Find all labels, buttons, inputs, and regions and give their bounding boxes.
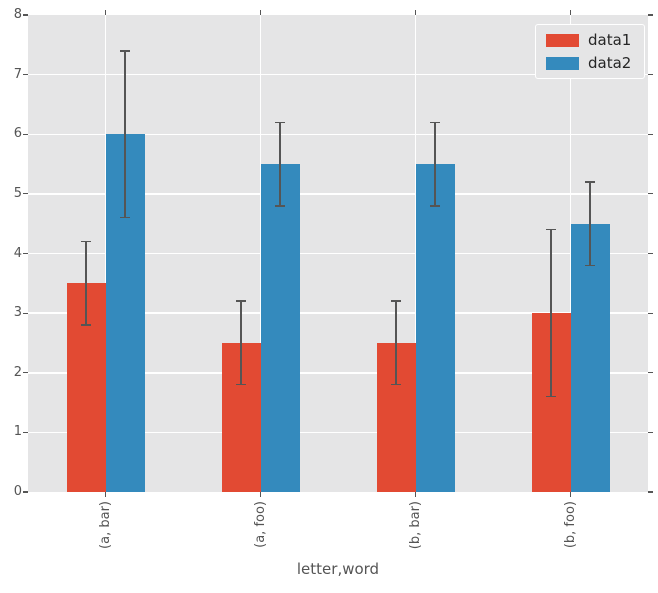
error-bar-data2 xyxy=(124,50,126,218)
x-tick-mark xyxy=(414,492,417,497)
bar-data2 xyxy=(260,164,300,492)
y-tick-mark-right xyxy=(648,74,653,76)
error-cap-bottom xyxy=(275,205,285,207)
y-tick-label: 3 xyxy=(13,305,22,321)
y-tick-mark xyxy=(23,252,28,255)
y-tick-label: 8 xyxy=(13,7,22,22)
legend-item-data1: data1 xyxy=(546,32,634,48)
error-cap-top xyxy=(120,50,130,52)
error-cap-bottom xyxy=(585,264,595,267)
y-tick-label: 0 xyxy=(13,484,22,499)
error-bar-data1 xyxy=(395,301,397,385)
y-tick-mark xyxy=(23,491,28,493)
error-cap-top xyxy=(236,300,246,302)
error-cap-bottom xyxy=(236,383,246,386)
error-bar-data1 xyxy=(240,301,242,385)
error-cap-bottom xyxy=(546,395,556,398)
y-tick-mark-right xyxy=(648,252,653,255)
y-tick-label: 5 xyxy=(13,185,22,201)
legend-label-data2: data2 xyxy=(588,54,632,72)
error-bar-data1 xyxy=(550,229,552,397)
y-tick-label: 7 xyxy=(13,66,22,82)
plot-area xyxy=(28,15,648,492)
error-cap-bottom xyxy=(430,205,440,207)
y-tick-mark-right xyxy=(648,491,653,493)
gridline-h xyxy=(28,431,648,434)
gridline-h xyxy=(28,312,648,314)
error-cap-top xyxy=(391,300,401,302)
error-cap-top xyxy=(81,240,91,243)
gridline-h xyxy=(28,252,648,255)
x-tick-mark xyxy=(569,492,572,497)
bar-data2 xyxy=(415,164,455,492)
error-cap-bottom xyxy=(120,216,130,219)
x-tick-label: (a, bar) xyxy=(97,501,113,549)
x-tick-mark-top xyxy=(259,10,262,15)
x-tick-label: (a, foo) xyxy=(252,501,268,548)
legend: data1 data2 xyxy=(535,24,645,79)
error-bar-data2 xyxy=(434,122,436,206)
y-tick-mark xyxy=(23,74,28,76)
error-cap-top xyxy=(275,121,285,124)
y-tick-mark-right xyxy=(648,133,653,135)
error-cap-bottom xyxy=(391,383,401,386)
y-tick-mark xyxy=(23,14,28,16)
y-tick-mark-right xyxy=(648,431,653,433)
x-tick-mark-top xyxy=(414,10,417,15)
y-tick-label: 2 xyxy=(13,364,22,380)
legend-swatch-data2 xyxy=(546,56,579,70)
gridline-h xyxy=(28,193,648,195)
x-tick-mark-top xyxy=(569,10,572,15)
error-cap-top xyxy=(546,228,556,231)
y-tick-label: 4 xyxy=(13,245,22,261)
error-cap-top xyxy=(585,181,595,183)
y-tick-mark xyxy=(23,133,28,135)
x-tick-label: (b, bar) xyxy=(407,501,423,550)
x-tick-label: (b, foo) xyxy=(562,501,578,549)
error-cap-bottom xyxy=(81,324,91,326)
x-tick-mark-top xyxy=(104,10,107,15)
x-axis-title: letter,word xyxy=(296,560,380,578)
y-tick-mark xyxy=(23,431,28,433)
y-tick-mark-right xyxy=(648,372,653,374)
gridline-h xyxy=(28,372,648,374)
x-tick-mark xyxy=(259,492,262,497)
y-tick-label: 1 xyxy=(13,424,22,440)
y-tick-mark xyxy=(23,193,28,195)
y-tick-mark-right xyxy=(648,312,653,314)
y-tick-mark xyxy=(23,372,28,374)
y-tick-label: 6 xyxy=(13,126,22,142)
error-cap-top xyxy=(430,121,440,124)
legend-swatch-data1 xyxy=(546,33,579,47)
x-tick-mark xyxy=(104,492,107,497)
legend-item-data2: data2 xyxy=(546,55,634,71)
error-bar-data2 xyxy=(589,181,591,266)
gridline-h xyxy=(28,73,648,76)
error-bar-data2 xyxy=(279,122,281,206)
y-tick-mark-right xyxy=(648,193,653,195)
bar-data2 xyxy=(570,223,610,492)
legend-label-data1: data1 xyxy=(588,31,632,49)
error-bar-data1 xyxy=(85,241,87,326)
y-tick-mark xyxy=(23,312,28,314)
y-tick-mark-right xyxy=(648,14,653,16)
gridline-h xyxy=(28,133,648,135)
